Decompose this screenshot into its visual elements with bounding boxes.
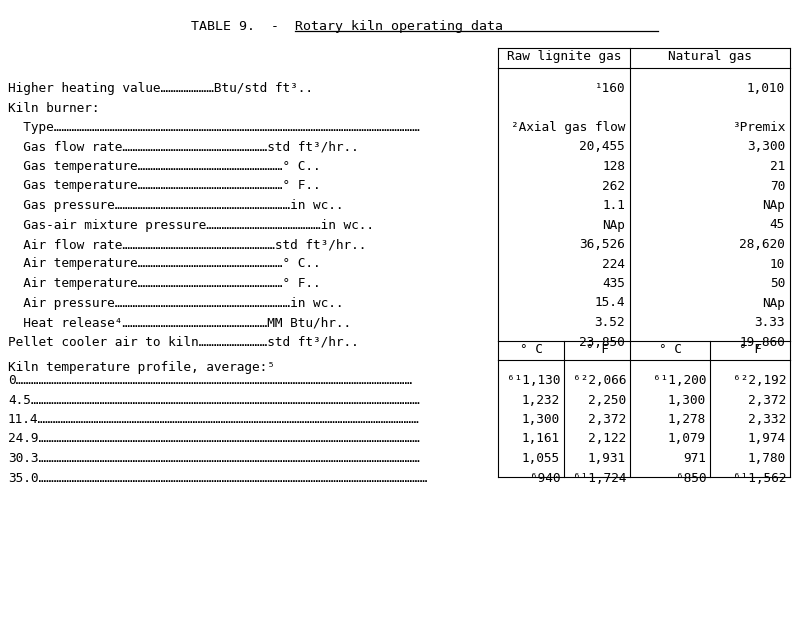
Text: 3,300: 3,300 <box>747 140 785 153</box>
Text: Gas temperature…………………………………………………° F..: Gas temperature…………………………………………………° F.. <box>8 179 321 192</box>
Text: Pellet cooler air to kiln………………………std ft³/hr..: Pellet cooler air to kiln………………………std ft… <box>8 335 358 349</box>
Text: ° F: ° F <box>738 343 762 356</box>
Text: 1,931: 1,931 <box>588 452 626 465</box>
Text: ⁶¹1,130: ⁶¹1,130 <box>506 374 560 387</box>
Text: 35.0………………………………………………………………………………………………………………………………………: 35.0………………………………………………………………………………………………… <box>8 472 427 485</box>
Text: Gas temperature…………………………………………………° C..: Gas temperature…………………………………………………° C.. <box>8 160 321 173</box>
Text: TABLE 9.  -: TABLE 9. - <box>191 20 295 33</box>
Text: 1,055: 1,055 <box>522 452 560 465</box>
Text: 0…………………………………………………………………………………………………………………………………………: 0………………………………………………………………………………………………………… <box>8 374 412 387</box>
Text: 1,974: 1,974 <box>748 433 786 445</box>
Text: ⁶940: ⁶940 <box>530 472 560 485</box>
Text: 1,010: 1,010 <box>747 82 785 95</box>
Text: 20,455: 20,455 <box>579 140 625 153</box>
Text: Gas pressure……………………………………………………………in wc..: Gas pressure……………………………………………………………in wc… <box>8 199 343 212</box>
Text: Gas-air mixture pressure………………………………………in wc..: Gas-air mixture pressure………………………………………i… <box>8 219 374 231</box>
Text: ⁶²2,192: ⁶²2,192 <box>733 374 786 387</box>
Text: Kiln burner:: Kiln burner: <box>8 101 99 115</box>
Text: 28,620: 28,620 <box>739 238 785 251</box>
Text: 50: 50 <box>770 277 785 290</box>
Text: 1,161: 1,161 <box>522 433 560 445</box>
Text: Air flow rate……………………………………………………std ft³/hr..: Air flow rate……………………………………………………std ft³… <box>8 238 366 251</box>
Text: 10: 10 <box>770 258 785 271</box>
Text: ²Axial gas flow: ²Axial gas flow <box>510 121 625 134</box>
Text: ⁶¹1,200: ⁶¹1,200 <box>653 374 706 387</box>
Text: ⁶850: ⁶850 <box>675 472 706 485</box>
Text: Raw lignite gas: Raw lignite gas <box>507 50 621 63</box>
Text: 2,372: 2,372 <box>588 413 626 426</box>
Text: ⁶²2,066: ⁶²2,066 <box>573 374 626 387</box>
Text: NAp: NAp <box>762 297 785 310</box>
Text: Kiln temperature profile, average:⁵: Kiln temperature profile, average:⁵ <box>8 361 275 374</box>
Text: 1,300: 1,300 <box>668 394 706 406</box>
Text: Heat release⁴…………………………………………………MM Btu/hr..: Heat release⁴…………………………………………………MM Btu/h… <box>8 316 351 329</box>
Text: ° F: ° F <box>586 343 609 356</box>
Text: 1,780: 1,780 <box>748 452 786 465</box>
Text: NAp: NAp <box>602 219 625 231</box>
Text: 45: 45 <box>770 219 785 231</box>
Text: 70: 70 <box>770 179 785 192</box>
Text: 3.33: 3.33 <box>754 316 785 329</box>
Text: Higher heating value…………………Btu/std ft³..: Higher heating value…………………Btu/std ft³.. <box>8 82 313 95</box>
Text: 1,232: 1,232 <box>522 394 560 406</box>
Text: 23,850: 23,850 <box>579 335 625 349</box>
Text: 262: 262 <box>602 179 625 192</box>
Text: 24.9……………………………………………………………………………………………………………………………………: 24.9………………………………………………………………………………………………… <box>8 433 420 445</box>
Text: Gas flow rate…………………………………………………std ft³/hr..: Gas flow rate…………………………………………………std ft³/… <box>8 140 358 153</box>
Text: 2,250: 2,250 <box>588 394 626 406</box>
Text: 15.4: 15.4 <box>594 297 625 310</box>
Text: ° C: ° C <box>658 343 682 356</box>
Text: Air temperature…………………………………………………° C..: Air temperature…………………………………………………° C.. <box>8 258 321 271</box>
Text: 1,079: 1,079 <box>668 433 706 445</box>
Text: 435: 435 <box>602 277 625 290</box>
Text: 1,300: 1,300 <box>522 413 560 426</box>
Text: Air temperature…………………………………………………° F..: Air temperature…………………………………………………° F.. <box>8 277 321 290</box>
Text: 2,122: 2,122 <box>588 433 626 445</box>
Text: Natural gas: Natural gas <box>668 50 752 63</box>
Text: 224: 224 <box>602 258 625 271</box>
Text: 1.1: 1.1 <box>602 199 625 212</box>
Text: 30.3……………………………………………………………………………………………………………………………………: 30.3………………………………………………………………………………………………… <box>8 452 420 465</box>
Text: 2,372: 2,372 <box>748 394 786 406</box>
Text: 19,860: 19,860 <box>739 335 785 349</box>
Text: 971: 971 <box>683 452 706 465</box>
Text: 4.5………………………………………………………………………………………………………………………………………: 4.5…………………………………………………………………………………………………… <box>8 394 420 406</box>
Text: ° C: ° C <box>519 343 542 356</box>
Text: ¹160: ¹160 <box>594 82 625 95</box>
Text: Air pressure……………………………………………………………in wc..: Air pressure……………………………………………………………in wc… <box>8 297 343 310</box>
Text: Rotary kiln operating data: Rotary kiln operating data <box>295 20 503 33</box>
Text: 36,526: 36,526 <box>579 238 625 251</box>
Text: NAp: NAp <box>762 199 785 212</box>
Text: ³Premix: ³Premix <box>732 121 785 134</box>
Text: 128: 128 <box>602 160 625 173</box>
Text: ⁶¹1,562: ⁶¹1,562 <box>733 472 786 485</box>
Text: ⁶¹1,724: ⁶¹1,724 <box>573 472 626 485</box>
Text: 3.52: 3.52 <box>594 316 625 329</box>
Text: 11.4……………………………………………………………………………………………………………………………………: 11.4………………………………………………………………………………………………… <box>8 413 420 426</box>
Text: 21: 21 <box>770 160 785 173</box>
Text: 2,332: 2,332 <box>748 413 786 426</box>
Text: Type………………………………………………………………………………………………………………………………: Type………………………………………………………………………………………………… <box>8 121 420 134</box>
Text: 1,278: 1,278 <box>668 413 706 426</box>
